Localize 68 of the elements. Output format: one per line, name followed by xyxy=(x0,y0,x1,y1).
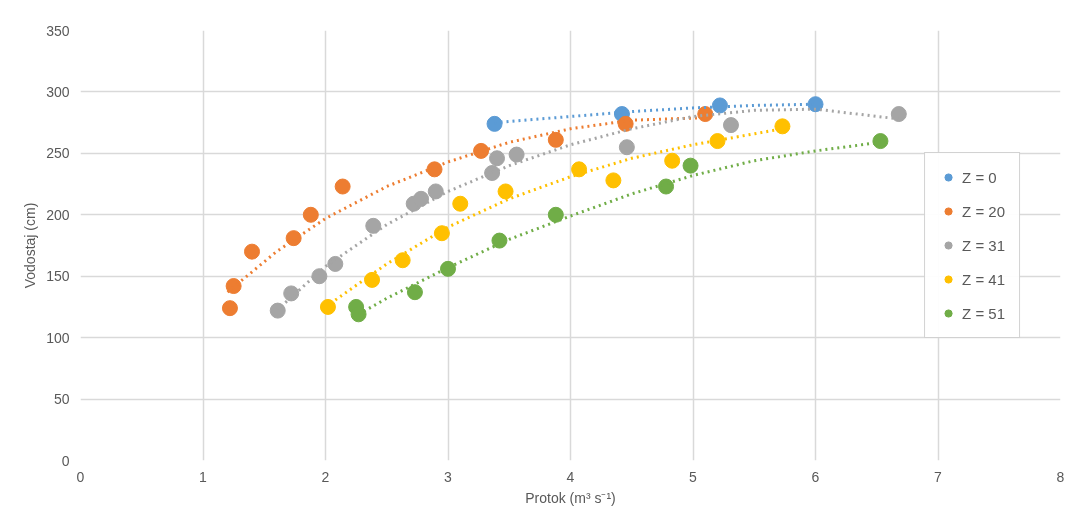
x-tick-label: 1 xyxy=(199,468,208,485)
point xyxy=(302,206,319,223)
y-tick-label: 300 xyxy=(46,83,70,100)
point xyxy=(489,150,505,167)
point xyxy=(709,133,726,150)
x-tick-label: 6 xyxy=(811,468,820,485)
point xyxy=(440,260,456,277)
point xyxy=(484,165,501,181)
point xyxy=(311,268,328,285)
point xyxy=(365,217,382,234)
point xyxy=(491,232,508,249)
x-tick-label: 7 xyxy=(934,468,943,485)
x-tick-label: 2 xyxy=(321,468,330,485)
x-tick-label: 0 xyxy=(76,468,85,485)
point xyxy=(394,252,411,269)
point xyxy=(658,178,675,195)
point xyxy=(406,284,423,301)
point xyxy=(225,278,242,295)
legend-label: Z = 0 xyxy=(962,168,997,186)
point xyxy=(350,306,367,323)
y-tick-label: 0 xyxy=(61,452,70,469)
point xyxy=(774,118,791,135)
point xyxy=(664,152,681,169)
y-tick-label: 150 xyxy=(46,268,70,285)
point xyxy=(571,161,588,178)
y-tick-label: 100 xyxy=(46,329,70,346)
y-tick-label: 250 xyxy=(46,145,70,162)
point xyxy=(473,142,490,159)
point xyxy=(269,302,286,319)
point xyxy=(508,146,525,163)
point xyxy=(244,243,260,260)
point xyxy=(427,183,444,200)
point xyxy=(497,183,514,200)
point xyxy=(334,178,351,195)
point xyxy=(319,298,336,315)
legend-label: Z = 41 xyxy=(962,270,1005,288)
x-tick-label: 5 xyxy=(689,468,698,485)
point xyxy=(682,157,699,174)
point xyxy=(433,225,450,242)
point xyxy=(364,271,381,288)
point xyxy=(618,139,635,156)
point xyxy=(452,195,469,212)
point xyxy=(807,96,824,113)
point xyxy=(872,133,889,150)
x-axis-title: Protok (m³ s⁻¹) xyxy=(525,489,616,506)
legend-label: Z = 31 xyxy=(962,236,1005,254)
point xyxy=(890,106,907,123)
point xyxy=(283,285,300,302)
point xyxy=(722,117,739,134)
legend-label: Z = 20 xyxy=(962,202,1005,220)
x-tick-label: 8 xyxy=(1056,468,1065,485)
legend-label: Z = 51 xyxy=(962,304,1005,322)
point xyxy=(285,230,302,247)
y-axis-title: Vodostaj (cm) xyxy=(22,202,39,289)
y-tick-label: 200 xyxy=(46,206,70,223)
y-tick-label: 350 xyxy=(46,22,70,39)
x-tick-label: 4 xyxy=(566,468,575,485)
point xyxy=(486,115,503,132)
point xyxy=(221,300,238,317)
point xyxy=(327,255,344,272)
x-tick-label: 3 xyxy=(444,468,453,485)
point xyxy=(605,172,622,189)
point xyxy=(547,206,564,223)
point xyxy=(711,97,728,114)
y-tick-label: 50 xyxy=(53,391,70,408)
point xyxy=(413,190,430,207)
point xyxy=(547,131,564,148)
point xyxy=(426,161,443,178)
